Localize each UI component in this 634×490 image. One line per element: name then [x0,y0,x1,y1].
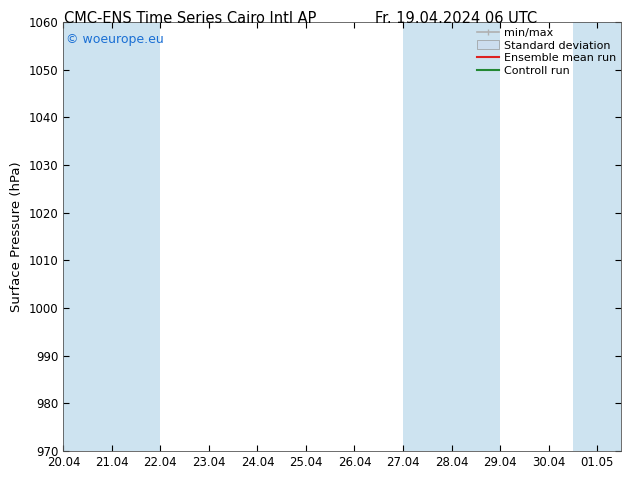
Text: © woeurope.eu: © woeurope.eu [66,33,164,46]
Bar [573,22,634,451]
Bar [451,22,500,451]
Bar [63,22,112,451]
Text: CMC-ENS Time Series Cairo Intl AP: CMC-ENS Time Series Cairo Intl AP [64,11,316,26]
Legend: min/max, Standard deviation, Ensemble mean run, Controll run: min/max, Standard deviation, Ensemble me… [475,25,618,78]
Bar [403,22,451,451]
Text: Fr. 19.04.2024 06 UTC: Fr. 19.04.2024 06 UTC [375,11,538,26]
Bar [112,22,160,451]
Y-axis label: Surface Pressure (hPa): Surface Pressure (hPa) [10,161,23,312]
